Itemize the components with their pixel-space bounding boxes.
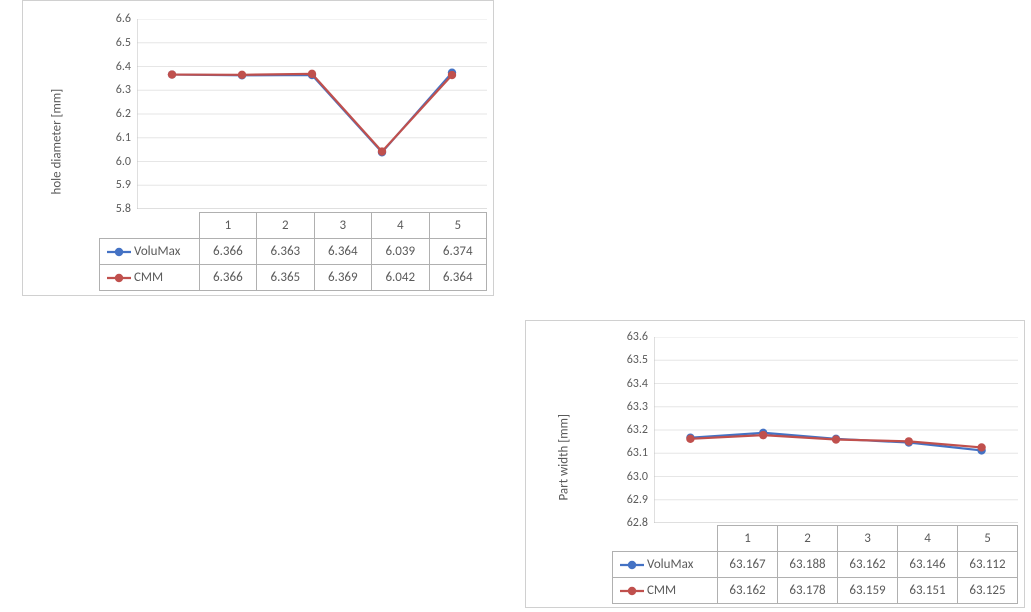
chart2-series-name: VoluMax <box>647 557 693 572</box>
chart1-category: 2 <box>257 213 314 239</box>
chart2-category: 1 <box>718 526 778 552</box>
chart1-ytick: 6.4 <box>116 60 131 74</box>
chart1-category: 4 <box>372 213 429 239</box>
chart1-ytick: 6.0 <box>116 155 131 169</box>
chart2-cell: 63.167 <box>718 552 778 578</box>
chart2-series-name: CMM <box>647 583 676 598</box>
chart2-cell: 63.159 <box>838 578 898 604</box>
chart2-category: 4 <box>898 526 958 552</box>
chart1-category: 1 <box>199 213 256 239</box>
chart1-category: 3 <box>314 213 371 239</box>
chart2-cell: 63.162 <box>838 552 898 578</box>
chart2-ytick: 63.2 <box>627 423 648 437</box>
chart1-ytick: 6.3 <box>116 83 131 97</box>
chart1-cell: 6.369 <box>314 265 371 291</box>
chart1-ytick: 6.2 <box>116 107 131 121</box>
chart2-cell: 63.112 <box>957 552 1017 578</box>
chart1-ytick: 5.9 <box>116 178 131 192</box>
chart1-cell: 6.366 <box>199 239 256 265</box>
chart1-yticks: 5.85.96.06.16.26.36.46.56.6 <box>29 19 131 209</box>
chart2-table: 12345VoluMax63.16763.18863.16263.14663.1… <box>612 525 1018 604</box>
chart2-category: 3 <box>838 526 898 552</box>
chart1-cell: 6.374 <box>429 239 487 265</box>
chart2-ytick: 63.1 <box>627 446 648 460</box>
chart1-table: 12345VoluMax6.3666.3636.3646.0396.374CMM… <box>99 212 487 291</box>
chart1-category: 5 <box>429 213 487 239</box>
chart1-cell: 6.363 <box>257 239 314 265</box>
chart1-cell: 6.366 <box>199 265 256 291</box>
chart2-category: 5 <box>957 526 1017 552</box>
chart2-cell: 63.146 <box>898 552 958 578</box>
chart2-ytick: 63.4 <box>627 377 648 391</box>
chart2-ytick: 63.6 <box>627 330 648 344</box>
chart1-legend: CMM <box>100 265 200 291</box>
chart2-cell: 63.178 <box>778 578 838 604</box>
chart1-ytick: 6.1 <box>116 131 131 145</box>
chart2-yticks: 62.862.963.063.163.263.363.463.563.6 <box>532 337 648 523</box>
chart1-ytick: 6.5 <box>116 36 131 50</box>
chart1-legend: VoluMax <box>100 239 200 265</box>
chart1-cell: 6.042 <box>372 265 429 291</box>
chart2-ytick: 63.5 <box>627 353 648 367</box>
chart1-ytick: 6.6 <box>116 12 131 26</box>
chart1-panel: hole diameter [mm]5.85.96.06.16.26.36.46… <box>22 0 494 296</box>
chart1-cell: 6.365 <box>257 265 314 291</box>
chart2-legend: CMM <box>613 578 718 604</box>
chart2-category: 2 <box>778 526 838 552</box>
chart2-panel: Part width [mm]62.862.963.063.163.263.36… <box>525 320 1025 608</box>
chart1-cell: 6.364 <box>429 265 487 291</box>
chart2-cell: 63.151 <box>898 578 958 604</box>
chart2-legend: VoluMax <box>613 552 718 578</box>
chart2-ytick: 63.0 <box>627 470 648 484</box>
chart1-series-name: CMM <box>134 270 163 285</box>
chart2-ytick: 63.3 <box>627 400 648 414</box>
chart2-cell: 63.125 <box>957 578 1017 604</box>
chart1-cell: 6.039 <box>372 239 429 265</box>
chart2-cell: 63.162 <box>718 578 778 604</box>
chart2-ytick: 62.9 <box>627 493 648 507</box>
chart2-plot <box>654 337 1018 523</box>
chart1-cell: 6.364 <box>314 239 371 265</box>
chart1-series-name: VoluMax <box>134 244 180 259</box>
chart1-plot <box>137 19 487 209</box>
chart2-cell: 63.188 <box>778 552 838 578</box>
